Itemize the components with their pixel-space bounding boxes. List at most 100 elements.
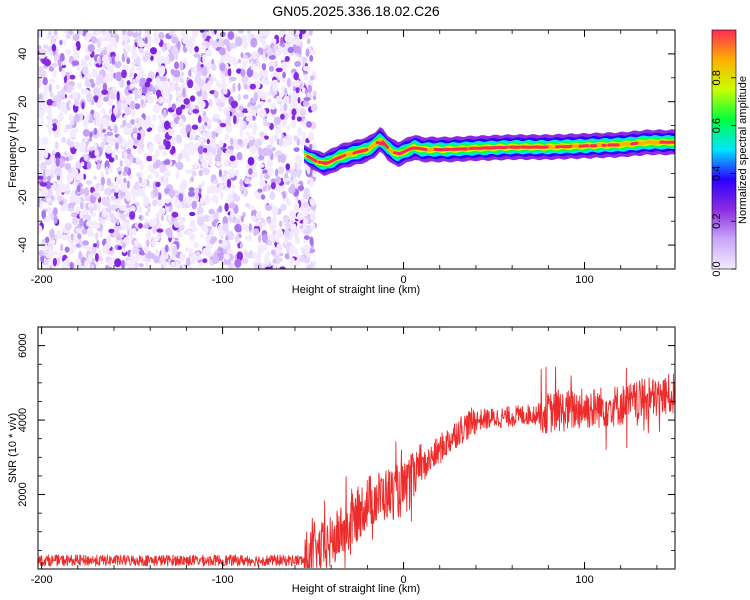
spectrogram-noise-speckle	[93, 243, 97, 248]
spectrogram-noise-speckle	[291, 98, 297, 103]
spectrogram-noise-speckle	[129, 205, 136, 213]
spectrogram-noise-speckle	[153, 103, 161, 114]
spectrogram-noise-speckle	[258, 234, 262, 243]
spectrogram-noise-speckle	[138, 223, 143, 229]
spectrogram-noise-speckle	[234, 258, 242, 268]
spectrogram-noise-speckle	[230, 100, 238, 109]
spectrogram-noise-speckle	[225, 116, 231, 126]
spectrogram-noise-speckle	[219, 93, 224, 99]
spectrogram-noise-speckle	[123, 177, 127, 184]
spectrogram-noise-speckle	[164, 120, 170, 130]
snr-y-ticks: 2000 4000 6000	[17, 326, 675, 570]
spectrogram-noise-speckle	[84, 122, 88, 130]
spectrogram-noise-speckle	[89, 206, 94, 214]
spectrogram-noise-speckle	[85, 180, 93, 186]
spectrogram-noise-speckle	[137, 243, 142, 248]
spectrogram-noise-speckle	[306, 38, 311, 45]
spectrogram-noise-speckle	[259, 91, 268, 101]
spectrogram-noise-speckle	[227, 31, 235, 40]
spectrogram-noise-speckle	[252, 122, 258, 132]
spectrogram-noise-speckle	[57, 195, 63, 202]
spectrogram-noise-speckle	[79, 147, 86, 153]
spectrogram-noise-speckle	[88, 60, 93, 67]
spectrogram-noise-speckle	[278, 220, 283, 228]
spectrogram-noise-speckle	[283, 236, 289, 245]
spectrogram-noise-speckle	[111, 150, 116, 158]
spectrogram-noise-speckle	[275, 176, 282, 184]
spectrogram-noise-speckle	[180, 104, 186, 110]
spectrogram-noise-speckle	[82, 129, 90, 137]
spectrogram-noise-speckle	[79, 30, 84, 35]
spectrogram-noise-speckle	[276, 229, 284, 239]
spectrogram-noise-speckle	[60, 234, 68, 241]
spectrogram-noise-speckle	[154, 133, 162, 144]
spectrogram-noise-speckle	[178, 224, 185, 231]
spectrogram-noise-speckle	[102, 36, 108, 42]
spectrogram-noise-speckle	[157, 192, 162, 200]
spectrogram-noise-speckle	[188, 36, 196, 46]
spectrogram-noise-speckle	[310, 222, 316, 232]
spectrogram-noise-speckle	[43, 149, 49, 159]
spectrogram-noise-speckle	[187, 191, 196, 197]
spectrogram-noise-speckle	[138, 215, 142, 221]
spectrogram-noise-speckle	[52, 70, 57, 78]
spectrogram-noise-speckle	[249, 83, 256, 90]
spectrogram-noise-speckle	[191, 200, 198, 210]
spectrogram-noise-speckle	[97, 74, 104, 84]
spectrogram-noise-speckle	[186, 157, 191, 162]
spectrogram-noise-speckle	[137, 41, 145, 47]
spectrogram-noise-speckle	[123, 151, 128, 161]
spectrogram-noise-speckle	[168, 31, 175, 36]
spectrogram-noise-speckle	[102, 96, 109, 102]
spectrogram-noise-speckle	[258, 163, 265, 168]
spectrogram-noise-speckle	[46, 34, 53, 40]
spectrogram-noise-speckle	[167, 78, 171, 83]
spectrogram-noise-speckle	[293, 147, 300, 153]
spectrogram-noise-speckle	[226, 248, 234, 255]
spectrogram-noise-speckle	[260, 194, 266, 200]
spectrogram-noise-speckle	[175, 170, 180, 180]
spectrogram-noise-speckle	[76, 82, 83, 90]
spectrogram-noise-speckle	[264, 260, 270, 266]
spectrogram-noise-speckle	[156, 228, 164, 233]
spectrogram-noise-speckle	[287, 46, 294, 54]
spectrogram-noise-speckle	[95, 63, 103, 68]
spectrogram-noise-speckle	[171, 46, 179, 55]
spectrogram-noise-speckle	[98, 57, 102, 66]
spectrogram-noise-speckle	[161, 75, 167, 83]
spectrogram-noise-speckle	[139, 171, 144, 178]
spectrogram-noise-speckle	[292, 223, 297, 231]
spectrogram-noise-speckle	[60, 243, 64, 252]
spectrogram-noise-speckle	[64, 222, 72, 231]
spectrogram-noise-speckle	[270, 135, 277, 143]
spectrogram-noise-speckle	[203, 214, 211, 222]
spectrogram-noise-speckle	[163, 138, 167, 146]
spectrogram-noise-speckle	[171, 36, 179, 44]
spectrogram-noise-speckle	[94, 30, 103, 35]
spectrogram-noise-speckle	[102, 82, 108, 92]
spectrogram-noise-speckle	[273, 43, 278, 53]
spectrogram-noise-speckle	[178, 118, 185, 128]
spectrogram-noise-speckle	[218, 102, 225, 108]
spectrogram-noise-speckle	[129, 211, 136, 220]
spectrogram-noise-speckle	[227, 68, 232, 77]
spectrogram-noise-speckle	[202, 247, 209, 256]
spectrogram-noise-speckle	[241, 60, 247, 69]
spectrogram-noise-speckle	[299, 255, 305, 263]
spectrogram-noise-speckle	[219, 62, 226, 72]
spectrogram-noise-speckle	[213, 30, 217, 35]
spectrogram-noise-speckle	[262, 169, 269, 175]
spectrogram-noise-speckle	[100, 176, 105, 186]
spectrogram-noise-speckle	[279, 266, 286, 269]
spectrogram-noise-speckle	[202, 31, 208, 40]
spectrogram-noise-speckle	[267, 98, 272, 103]
spectrogram-noise-speckle	[185, 169, 193, 174]
spectrogram-noise-speckle	[124, 52, 128, 59]
spectrogram-noise-speckle	[119, 160, 123, 168]
colorbar-label: Normalized spectral amplitude	[737, 76, 749, 224]
spectrogram-noise-speckle	[278, 138, 284, 147]
spectrogram-noise-speckle	[279, 102, 283, 113]
spectrogram-noise-speckle	[166, 42, 171, 50]
spectrogram-noise-speckle	[283, 103, 287, 112]
spectrogram-noise-speckle	[116, 91, 120, 102]
